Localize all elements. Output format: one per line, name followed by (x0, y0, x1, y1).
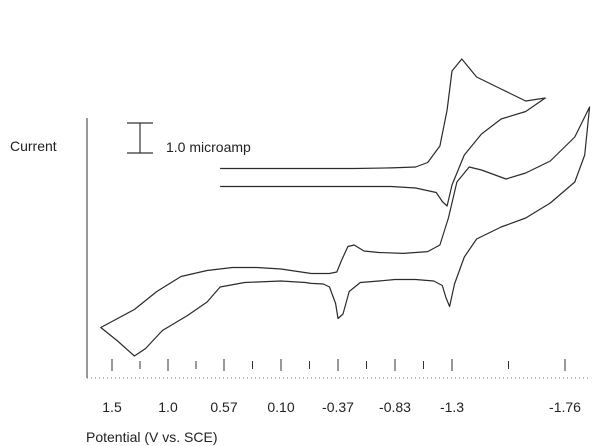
x-tick-label: 0.57 (210, 399, 237, 415)
x-tick-label: -0.83 (379, 399, 411, 415)
series-line-2 (100, 106, 591, 357)
x-tick-label: 1.0 (158, 399, 178, 415)
y-axis-label: Current (10, 138, 57, 154)
series-line-1 (220, 58, 546, 207)
x-tick-label: -1.3 (440, 399, 464, 415)
scale-bar-label: 1.0 microamp (166, 139, 251, 155)
x-tick-label: -1.76 (549, 399, 581, 415)
x-tick-label: -0.37 (322, 399, 354, 415)
x-tick-label: 1.5 (102, 399, 122, 415)
x-tick-label: 0.10 (267, 399, 294, 415)
x-axis-label: Potential (V vs. SCE) (86, 429, 218, 445)
